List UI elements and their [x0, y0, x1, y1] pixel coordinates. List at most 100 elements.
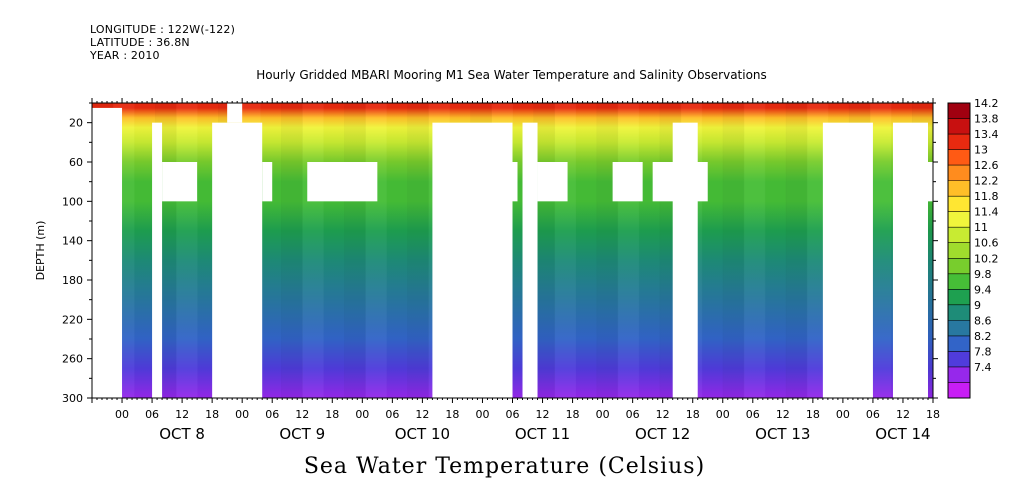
y-tick-label: 220: [62, 313, 83, 326]
x-tick-label: 00: [235, 408, 249, 421]
data-gap: [152, 122, 163, 399]
colorbar-swatch: [948, 320, 970, 337]
y-tick-label: 260: [62, 353, 83, 366]
data-gap: [92, 107, 123, 399]
data-gap: [162, 162, 198, 202]
data-gap: [902, 162, 933, 202]
texture-band: [281, 103, 303, 398]
y-tick-label: 100: [62, 195, 83, 208]
texture-band: [596, 103, 619, 398]
texture-band: [365, 103, 387, 398]
texture-band: [785, 103, 808, 398]
data-gap: [822, 122, 873, 399]
x-day-label: OCT 8: [159, 425, 205, 443]
year-label: YEAR : 2010: [90, 49, 160, 62]
data-gap: [537, 162, 568, 202]
x-tick-label: 00: [596, 408, 610, 421]
colorbar-swatch: [948, 258, 970, 275]
texture-band: [617, 103, 640, 398]
x-tick-label: 12: [175, 408, 189, 421]
texture-band: [323, 103, 345, 398]
data-gap: [512, 162, 518, 202]
data-gap: [522, 122, 538, 399]
colorbar-label: 11: [974, 221, 988, 234]
x-tick-label: 18: [205, 408, 219, 421]
colorbar-label: 14.2: [974, 97, 999, 110]
colorbar-swatch: [948, 211, 970, 228]
x-day-label: OCT 14: [875, 425, 930, 443]
x-tick-label: 06: [385, 408, 399, 421]
colorbar-label: 13: [974, 144, 988, 157]
colorbar-label: 8.2: [974, 330, 992, 343]
x-tick-label: 18: [566, 408, 580, 421]
longitude-label: LONGITUDE : 122W(-122): [90, 23, 236, 36]
colorbar-label: 7.4: [974, 361, 992, 374]
data-gap: [432, 122, 513, 399]
colorbar-label: 10.6: [974, 237, 999, 250]
x-tick-label: 06: [746, 408, 760, 421]
colorbar-swatch: [948, 304, 970, 321]
y-axis: 20 60 100 140 180 220 260 300 DEPTH (m): [34, 102, 938, 405]
x-tick-label: 12: [536, 408, 550, 421]
x-day-label: OCT 9: [279, 425, 325, 443]
x-tick-label: 00: [836, 408, 850, 421]
x-day-label: OCT 13: [755, 425, 810, 443]
x-tick-label: 18: [325, 408, 339, 421]
colorbar-label: 10.2: [974, 252, 999, 265]
y-tick-label: 300: [62, 392, 83, 405]
colorbar-label: 12.6: [974, 159, 999, 172]
colorbar-swatch: [948, 227, 970, 244]
texture-band: [702, 103, 724, 398]
latitude-label: LATITUDE : 36.8N: [90, 36, 190, 49]
x-tick-label: 12: [295, 408, 309, 421]
texture-band: [743, 103, 766, 398]
x-tick-label: 00: [716, 408, 730, 421]
data-gap: [212, 122, 263, 399]
texture-band: [639, 103, 661, 398]
data-gap: [227, 103, 243, 123]
colorbar: 14.2 13.8 13.4 13 12.6 12.2 11.8 11.4 11 10.6 10.2…: [947, 97, 999, 399]
colorbar-swatch: [948, 149, 970, 166]
colorbar-swatch: [948, 180, 970, 197]
x-day-label: OCT 10: [395, 425, 450, 443]
x-tick-label: 00: [475, 408, 489, 421]
x-tick-label: 06: [145, 408, 159, 421]
chart-title: Hourly Gridded MBARI Mooring M1 Sea Wate…: [256, 68, 767, 82]
colorbar-label: 11.4: [974, 206, 999, 219]
colorbar-swatch: [948, 103, 970, 119]
colorbar-label: 9: [974, 299, 981, 312]
colorbar-swatch: [948, 366, 970, 383]
colorbar-label: 13.8: [974, 113, 999, 126]
plot-area: [92, 103, 934, 399]
y-tick-label: 140: [62, 235, 83, 248]
data-gap: [262, 162, 273, 202]
colorbar-label: 9.4: [974, 283, 992, 296]
y-tick-label: 20: [69, 117, 83, 130]
texture-band: [869, 103, 892, 398]
y-axis-label: DEPTH (m): [34, 221, 47, 281]
texture-band: [386, 103, 408, 398]
colorbar-label: 7.8: [974, 345, 992, 358]
x-axis: 00 06 12 18 00 06 12 18 00 06 12 18 00 06 12 18 00 06 12 18…: [91, 98, 940, 443]
colorbar-label: 12.2: [974, 175, 999, 188]
x-day-label: OCT 11: [515, 425, 570, 443]
y-tick-label: 60: [69, 156, 83, 169]
texture-band: [722, 103, 745, 398]
colorbar-swatch: [948, 273, 970, 290]
variable-title: Sea Water Temperature (Celsius): [303, 454, 706, 479]
x-tick-label: 18: [926, 408, 940, 421]
texture-band: [302, 103, 324, 398]
x-day-label: OCT 12: [635, 425, 690, 443]
x-tick-label: 18: [806, 408, 820, 421]
colorbar-swatch: [948, 382, 970, 399]
x-tick-label: 00: [115, 408, 129, 421]
x-tick-label: 18: [445, 408, 459, 421]
colorbar-swatch: [948, 196, 970, 212]
x-tick-label: 12: [776, 408, 790, 421]
x-tick-label: 12: [415, 408, 429, 421]
colorbar-frame: [947, 102, 971, 399]
colorbar-label: 9.8: [974, 268, 992, 281]
colorbar-swatch: [948, 242, 970, 259]
colorbar-label: 8.6: [974, 314, 992, 327]
